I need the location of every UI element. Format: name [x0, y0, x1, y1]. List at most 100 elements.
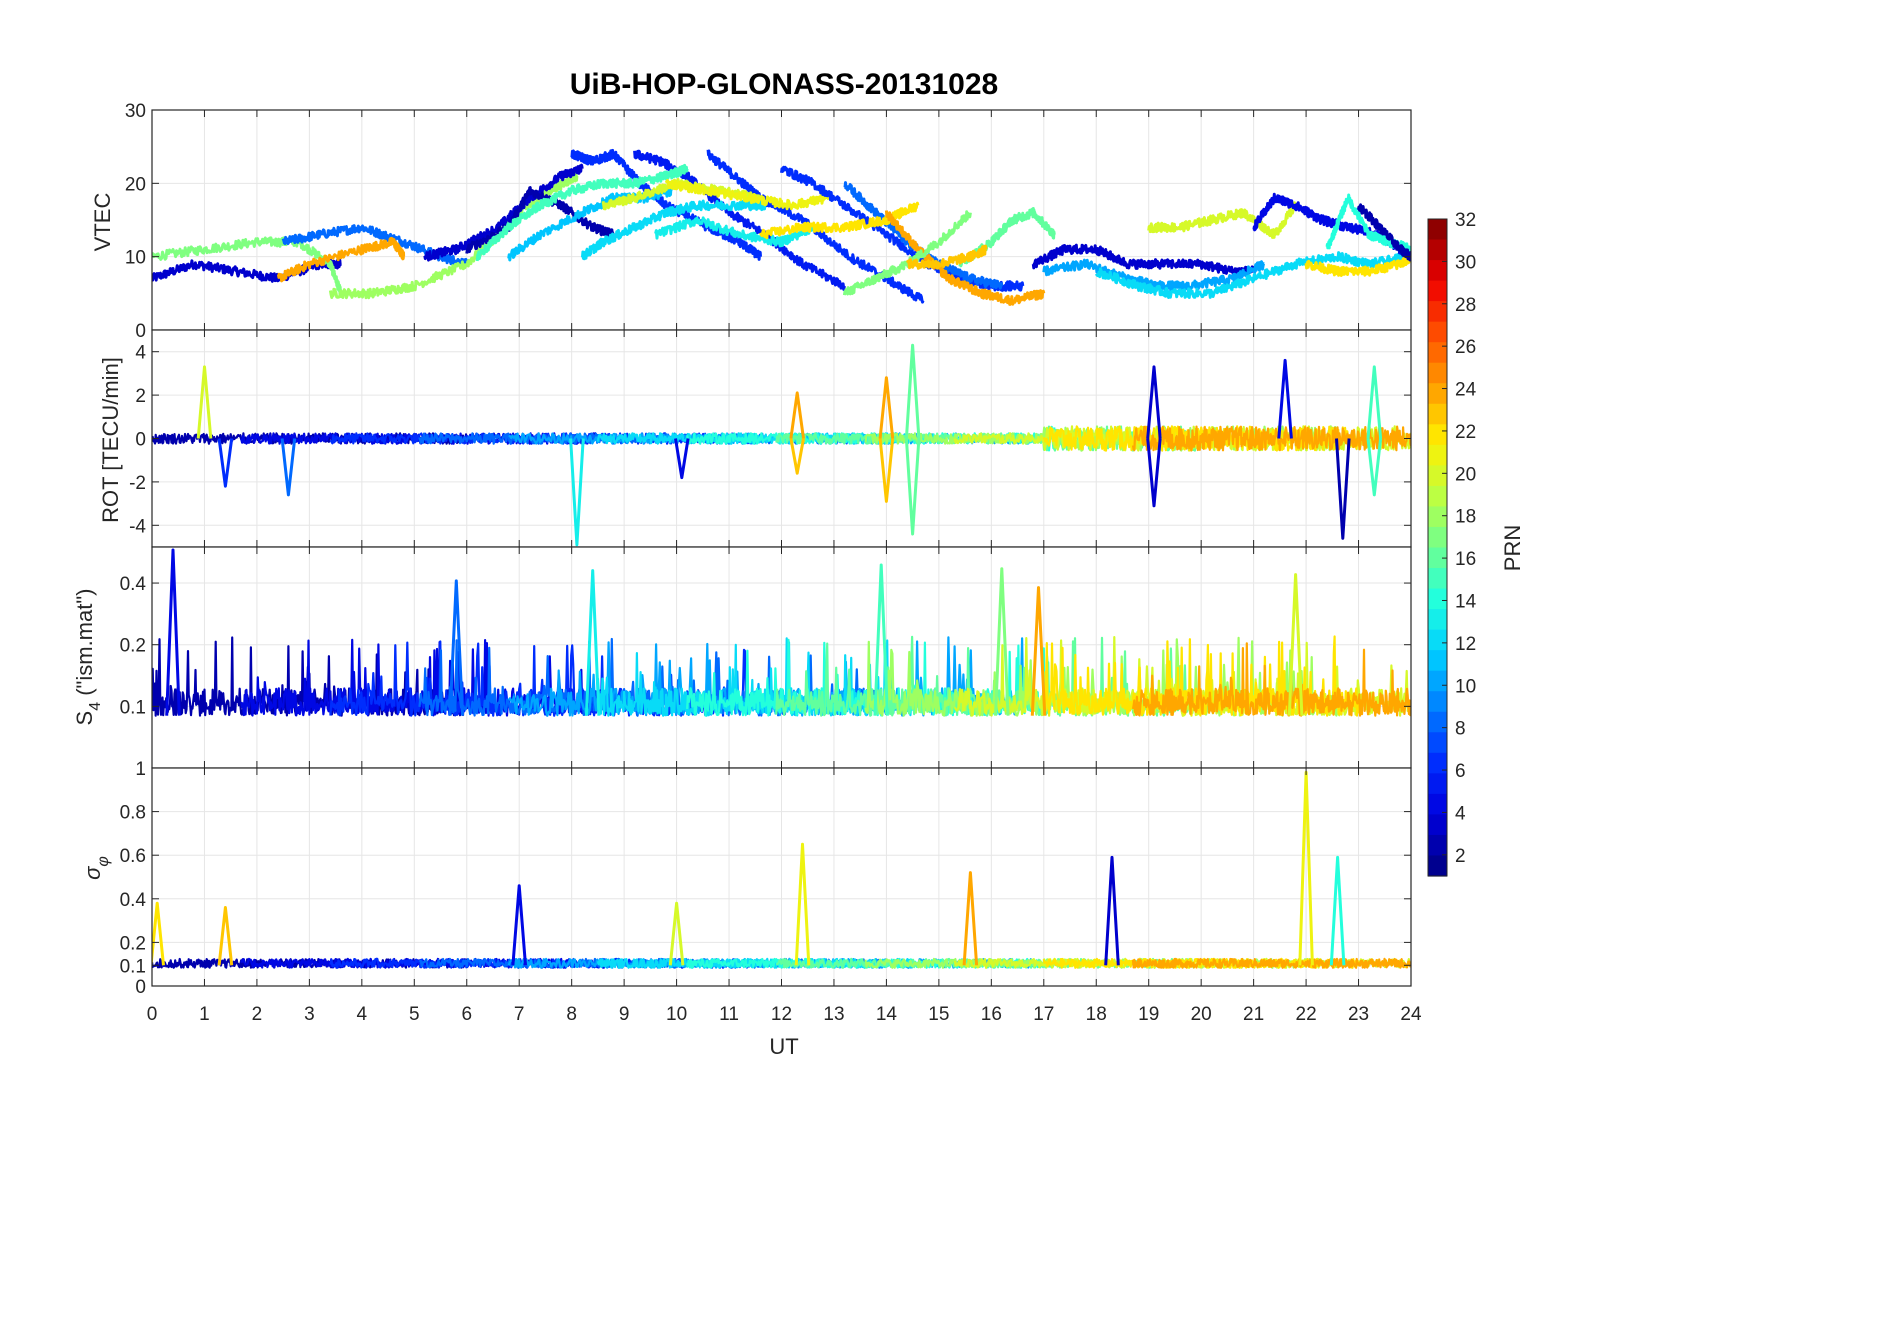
trace-prn-24	[1131, 957, 1411, 969]
spike-prn-4	[1277, 358, 1293, 439]
colorbar-segment	[1428, 629, 1447, 651]
rot-ylabel: ROT [TECU/min]	[98, 357, 123, 523]
colorbar-segment	[1428, 424, 1447, 446]
x-tick-labels: 0 1 2 3 4 5 6 7 8 9 10 11 12 13 14 15 16 17 18 19 20 21 22 23 24	[147, 1004, 1422, 1025]
x-tick-label: 18	[1086, 1004, 1107, 1025]
panel-vtec: 0 10 20 30	[125, 101, 1412, 342]
y-tick-label: 0	[135, 430, 146, 451]
vtec-series-prn-5	[633, 149, 846, 291]
colorbar-segment	[1428, 711, 1447, 733]
y-tick-label: 0	[135, 977, 146, 998]
x-tick-label: 21	[1243, 1004, 1264, 1025]
y-tick-label: 0	[135, 321, 146, 342]
colorbar-segment	[1428, 609, 1447, 631]
spike-prn-15	[1366, 438, 1383, 497]
y-tick-label: 0.2	[120, 933, 146, 954]
spike-prn-16	[904, 343, 921, 439]
spike-prn-3	[1146, 438, 1162, 508]
colorbar-tick-label: 22	[1455, 422, 1476, 443]
vtec-series-prn-21	[664, 178, 830, 211]
spike-prn-24	[878, 376, 895, 439]
colorbar-tick-label: 24	[1455, 380, 1477, 401]
colorbar-tick-label: 2	[1455, 846, 1466, 867]
y-tick-label: 20	[125, 174, 146, 195]
colorbar-segment	[1428, 547, 1447, 569]
vtec-series-prn-22	[759, 201, 920, 240]
vtec-series-prn-23	[905, 244, 988, 270]
colorbar-segment	[1428, 485, 1447, 508]
vtec-series-prn-22	[1304, 252, 1411, 277]
s4-ylabel: S4 ("ism.mat")	[72, 589, 104, 726]
y-tick-label: 0.8	[120, 803, 146, 824]
vtec-series-prn-24	[276, 236, 406, 283]
vtec-series-prn-3	[1031, 243, 1255, 278]
spike-prn-4	[674, 438, 690, 480]
colorbar-tick-label: 30	[1455, 252, 1476, 273]
y-tick-label: 2	[135, 386, 146, 407]
x-tick-label: 11	[719, 1004, 739, 1025]
colorbar-segment	[1428, 383, 1447, 405]
x-tick-label: 6	[461, 1004, 472, 1025]
x-tick-label: 15	[928, 1004, 949, 1025]
chart-title: UiB-HOP-GLONASS-20131028	[570, 68, 998, 101]
vtec-series-prn-20	[1147, 201, 1298, 239]
x-tick-label: 22	[1296, 1004, 1317, 1025]
spike-prn-13	[569, 438, 585, 547]
colorbar-tick-label: 26	[1455, 337, 1476, 358]
colorbar-segment	[1428, 650, 1447, 672]
spike-prn-4	[165, 548, 181, 716]
vtec-series-prn-16	[958, 207, 1056, 268]
vtec-series-prn-15	[475, 163, 689, 262]
colorbar-segment	[1428, 752, 1447, 774]
colorbar-segment	[1428, 260, 1447, 282]
spike-prn-24	[789, 391, 805, 439]
y-tick-label: 1	[135, 759, 146, 780]
colorbar-segment	[1428, 342, 1447, 364]
y-tick-label: 10	[125, 248, 146, 269]
vtec-series-prn-8	[281, 224, 469, 269]
colorbar-tick-label: 12	[1455, 634, 1476, 655]
vtec-series-prn-3	[423, 163, 584, 262]
colorbar-label: PRN	[1500, 525, 1525, 571]
sigma-phi-ylabel: σφ	[80, 856, 112, 880]
x-tick-label: 24	[1400, 1004, 1422, 1025]
spike-prn-6	[217, 438, 234, 488]
colorbar-tick-label: 28	[1455, 295, 1476, 316]
y-tick-label: 30	[125, 101, 146, 122]
x-tick-label: 13	[823, 1004, 844, 1025]
colorbar-tick-label: 32	[1455, 210, 1476, 231]
spike-prn-3	[1146, 365, 1162, 439]
spike-prn-15	[873, 563, 889, 716]
spike-prn-20	[668, 901, 685, 966]
spike-prn-23	[789, 438, 805, 475]
y-tick-label: 0.2	[120, 636, 146, 657]
colorbar-tick-label: 4	[1455, 803, 1466, 824]
x-tick-label: 14	[876, 1004, 898, 1025]
vtec-ylabel: VTEC	[90, 193, 115, 252]
x-axis-label: UT	[769, 1034, 798, 1059]
colorbar-tick-label: 14	[1455, 591, 1477, 612]
x-tick-label: 16	[981, 1004, 1002, 1025]
x-tick-label: 2	[252, 1004, 263, 1025]
vtec-series-prn-12	[1094, 251, 1411, 299]
x-tick-label: 23	[1348, 1004, 1369, 1025]
vtec-series-prn-13	[654, 216, 815, 248]
colorbar-tick-label: 20	[1455, 464, 1476, 485]
colorbar-tick-label: 6	[1455, 761, 1466, 782]
spike-prn-17	[994, 567, 1010, 716]
colorbar-segment	[1428, 465, 1447, 487]
colorbar-tick-label: 18	[1455, 507, 1476, 528]
panel-rot: -4 -2 0 2 4	[129, 329, 1412, 548]
x-tick-label: 5	[409, 1004, 420, 1025]
colorbar-segment	[1428, 855, 1447, 877]
svg-text:S4 ("ism.mat"): S4 ("ism.mat")	[72, 589, 104, 726]
spike-prn-24	[1030, 586, 1047, 716]
x-tick-label: 1	[199, 1004, 210, 1025]
x-tick-label: 17	[1033, 1004, 1054, 1025]
spike-prn-8	[280, 438, 297, 497]
x-tick-label: 3	[304, 1004, 315, 1025]
vtec-series-prn-11	[507, 187, 673, 262]
x-tick-label: 4	[357, 1004, 368, 1025]
panel-s4: 0.1 0.2 0.4	[120, 546, 1412, 769]
